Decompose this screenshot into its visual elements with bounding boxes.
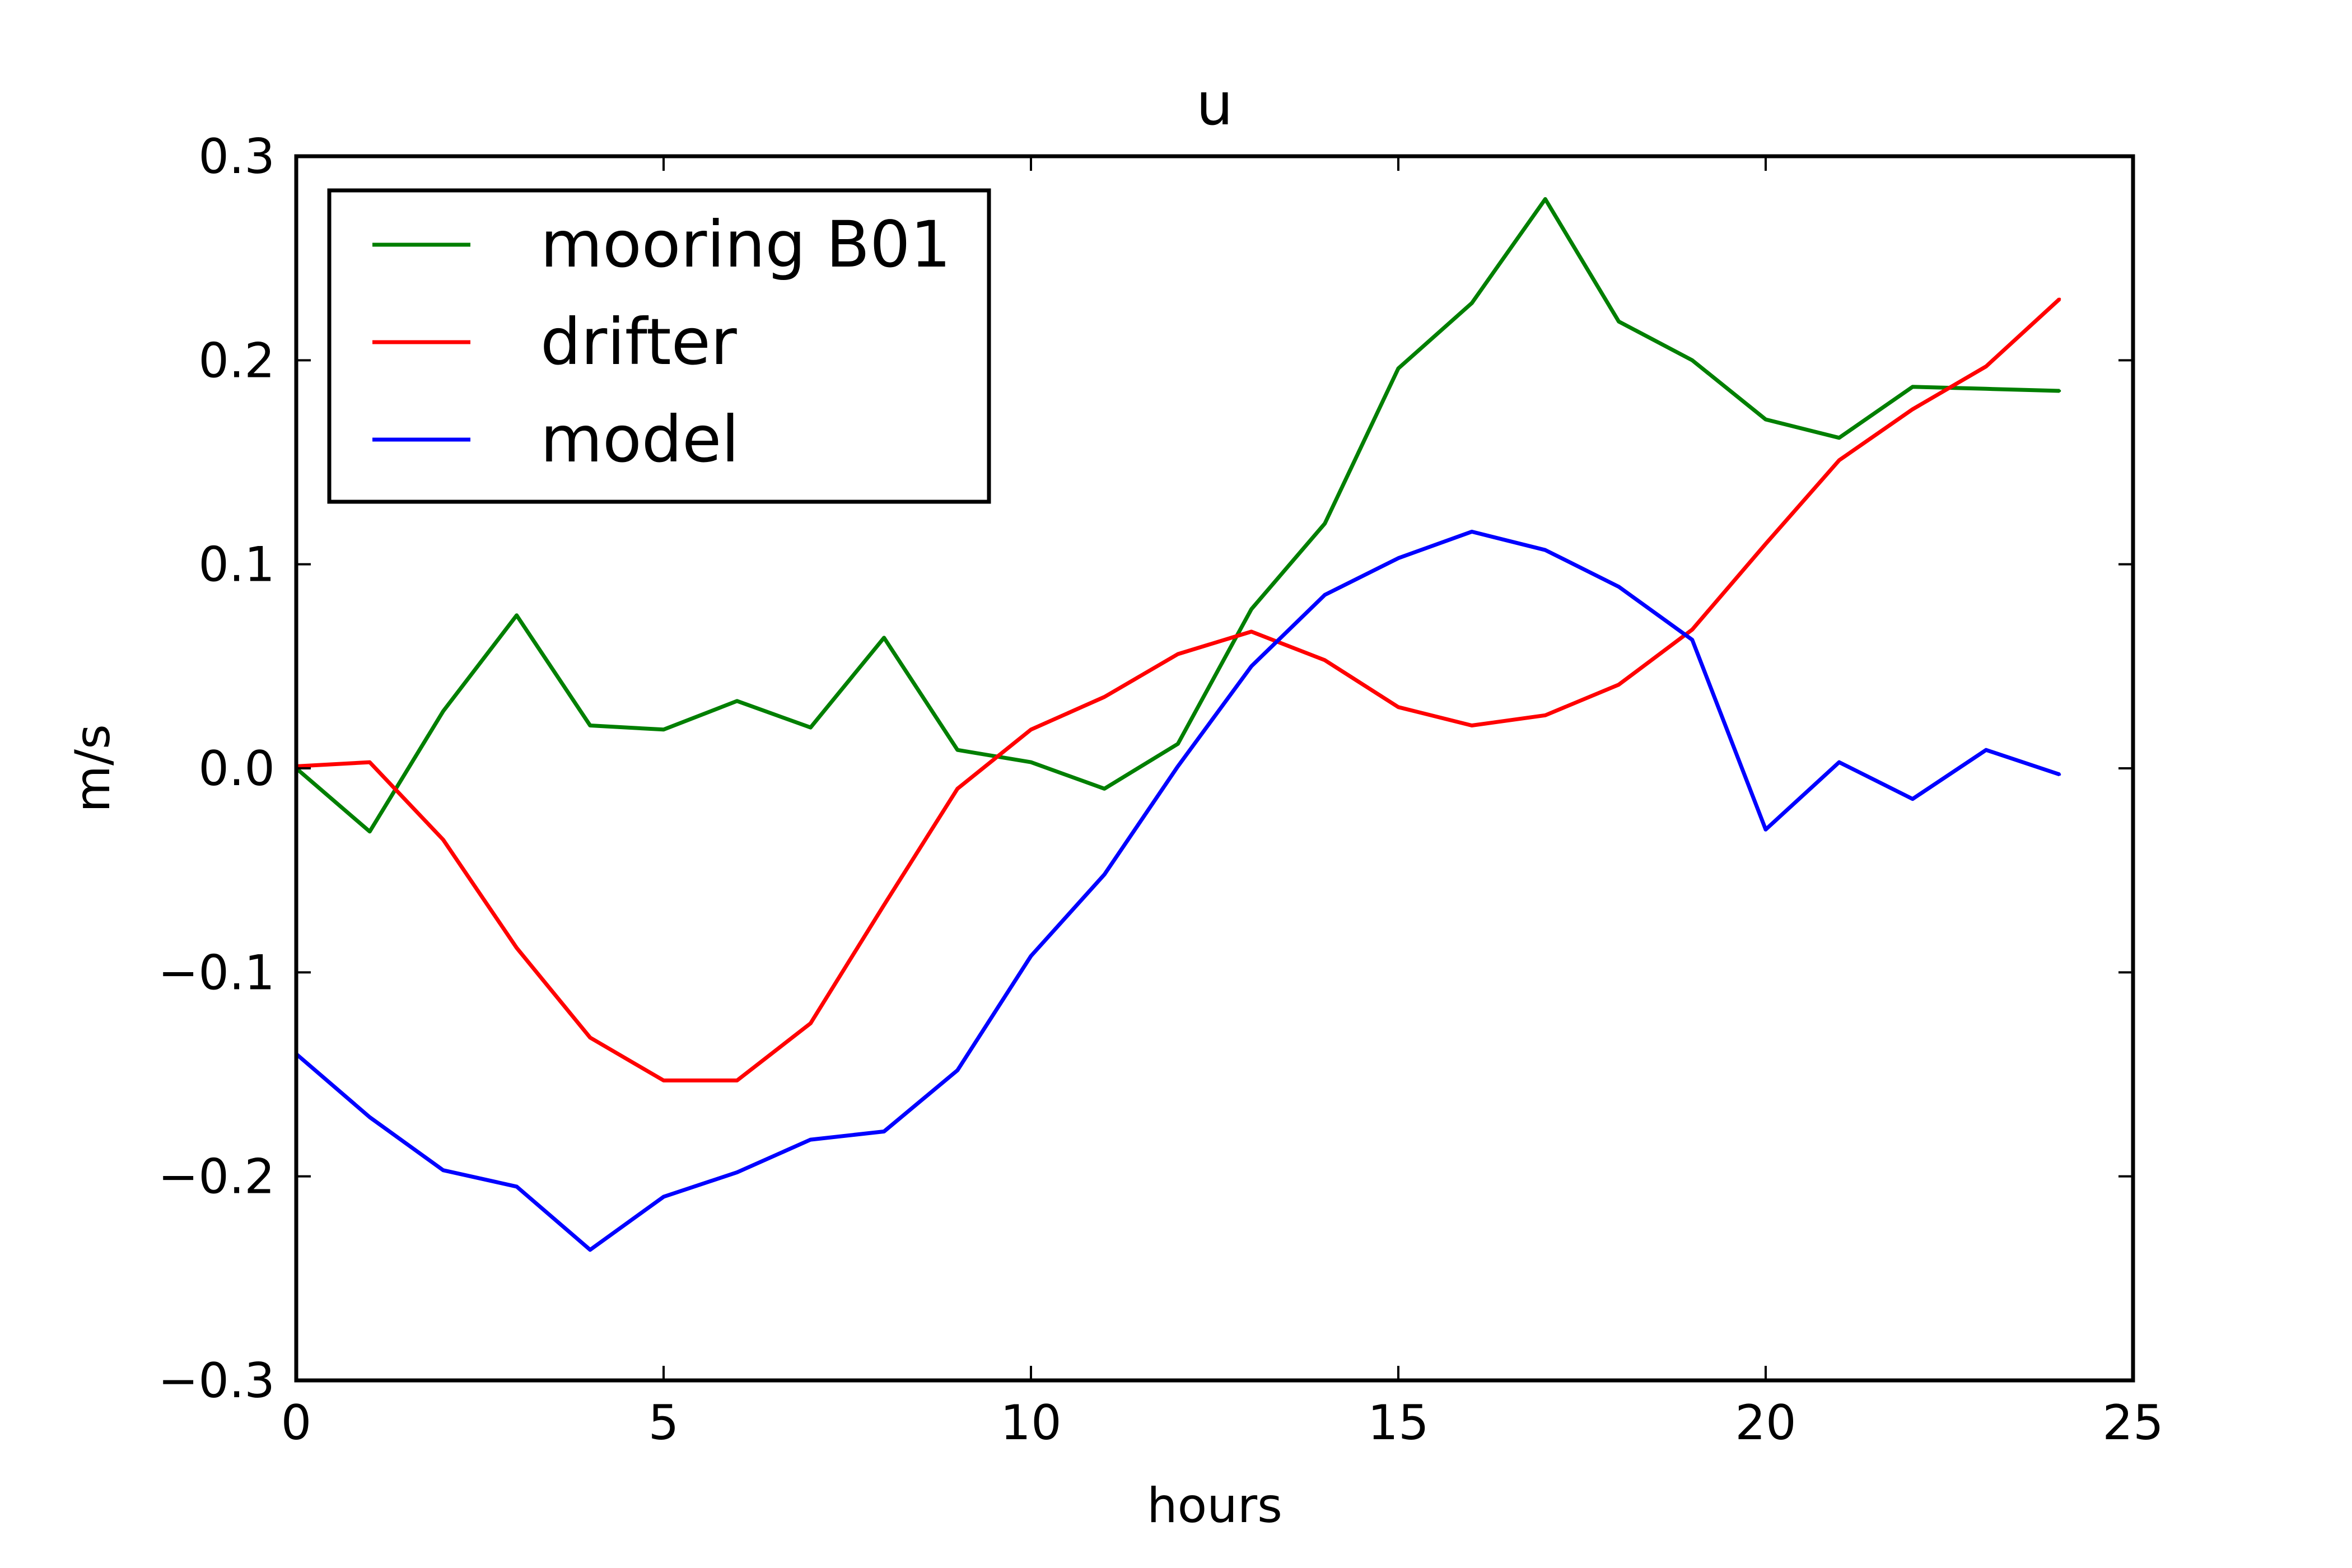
legend-label-drifter: drifter xyxy=(540,305,737,379)
data-point-model xyxy=(1544,549,1547,552)
data-point-model xyxy=(1177,765,1179,768)
data-point-model xyxy=(515,1185,518,1188)
data-point-mooring-b01 xyxy=(2058,389,2061,392)
y-tick-label: −0.1 xyxy=(158,945,275,1001)
data-point-mooring-b01 xyxy=(1838,436,1841,439)
data-point-drifter xyxy=(1985,365,1987,368)
x-tick-label: 5 xyxy=(648,1395,679,1451)
x-tick-label: 20 xyxy=(1735,1395,1796,1451)
x-tick-label: 10 xyxy=(1000,1395,1061,1451)
data-point-drifter xyxy=(515,946,518,949)
data-point-mooring-b01 xyxy=(1397,367,1400,370)
data-point-model xyxy=(1765,828,1767,831)
y-tick-label: 0.1 xyxy=(198,537,275,593)
data-point-drifter xyxy=(1177,652,1179,655)
data-point-mooring-b01 xyxy=(368,830,371,833)
data-point-model xyxy=(883,1130,885,1133)
data-point-drifter xyxy=(1103,696,1106,698)
data-point-drifter xyxy=(1765,543,1767,545)
data-point-model xyxy=(1691,638,1693,641)
data-point-drifter xyxy=(662,1079,665,1082)
data-point-model xyxy=(662,1196,665,1198)
data-point-model xyxy=(1838,761,1841,764)
data-point-model xyxy=(1030,955,1033,958)
data-point-drifter xyxy=(1838,459,1841,461)
data-point-mooring-b01 xyxy=(589,724,591,727)
data-point-model xyxy=(1397,557,1400,559)
legend-label-model: model xyxy=(540,402,739,477)
x-tick-label: 0 xyxy=(281,1395,312,1451)
data-point-mooring-b01 xyxy=(1617,320,1620,323)
data-point-mooring-b01 xyxy=(883,636,885,639)
data-point-model xyxy=(368,1116,371,1119)
y-tick-label: −0.3 xyxy=(158,1353,275,1409)
data-point-model xyxy=(736,1171,739,1174)
data-point-drifter xyxy=(1250,630,1253,633)
data-point-mooring-b01 xyxy=(662,728,665,731)
x-tick-label: 15 xyxy=(1368,1395,1429,1451)
data-point-mooring-b01 xyxy=(1544,198,1547,200)
legend: mooring B01 drifter model xyxy=(329,190,989,502)
data-point-drifter xyxy=(1030,728,1033,731)
data-point-drifter xyxy=(956,787,959,790)
y-tick-label: −0.2 xyxy=(158,1149,275,1205)
data-point-mooring-b01 xyxy=(1985,388,1987,390)
data-point-model xyxy=(589,1248,591,1251)
data-point-mooring-b01 xyxy=(1103,787,1106,790)
data-point-model xyxy=(956,1069,959,1072)
data-point-model xyxy=(809,1138,812,1141)
y-tick-label: 0.2 xyxy=(198,333,275,389)
data-point-model xyxy=(2058,773,2061,776)
data-point-drifter xyxy=(1691,628,1693,631)
data-point-mooring-b01 xyxy=(1765,418,1767,421)
legend-label-mooring-b01: mooring B01 xyxy=(540,207,951,282)
data-point-drifter xyxy=(589,1036,591,1039)
chart-title: u xyxy=(1196,70,1233,138)
x-axis-label: hours xyxy=(1147,1478,1282,1534)
data-point-model xyxy=(1103,873,1106,876)
data-point-mooring-b01 xyxy=(442,710,445,712)
data-point-model xyxy=(442,1169,445,1172)
data-point-model xyxy=(1911,797,1914,800)
data-point-mooring-b01 xyxy=(1250,608,1253,610)
data-point-drifter xyxy=(2058,298,2061,301)
data-point-model xyxy=(1250,665,1253,668)
x-tick-label: 25 xyxy=(2102,1395,2163,1451)
y-tick-label: 0.0 xyxy=(198,741,275,797)
data-point-drifter xyxy=(1617,683,1620,686)
data-point-drifter xyxy=(809,1022,812,1025)
data-point-model xyxy=(1323,594,1326,596)
data-point-model xyxy=(1617,585,1620,588)
data-point-model xyxy=(1985,749,1987,752)
data-point-drifter xyxy=(736,1079,739,1082)
data-point-mooring-b01 xyxy=(1323,522,1326,525)
data-point-mooring-b01 xyxy=(809,726,812,729)
data-point-drifter xyxy=(1397,706,1400,708)
data-point-mooring-b01 xyxy=(1471,302,1473,305)
y-axis-label: m/s xyxy=(65,724,121,813)
data-point-drifter xyxy=(1323,659,1326,661)
data-point-mooring-b01 xyxy=(515,614,518,617)
data-point-mooring-b01 xyxy=(1691,359,1693,362)
y-tick-label: 0.3 xyxy=(198,129,275,185)
data-point-drifter xyxy=(1544,714,1547,717)
data-point-mooring-b01 xyxy=(956,749,959,752)
data-point-drifter xyxy=(1471,724,1473,727)
data-point-mooring-b01 xyxy=(1177,743,1179,745)
data-point-drifter xyxy=(883,904,885,907)
data-point-mooring-b01 xyxy=(1030,761,1033,764)
data-point-drifter xyxy=(1911,408,1914,410)
data-point-mooring-b01 xyxy=(736,699,739,702)
data-point-drifter xyxy=(368,761,371,764)
data-point-model xyxy=(1471,530,1473,533)
data-point-drifter xyxy=(442,838,445,841)
data-point-mooring-b01 xyxy=(1911,385,1914,388)
